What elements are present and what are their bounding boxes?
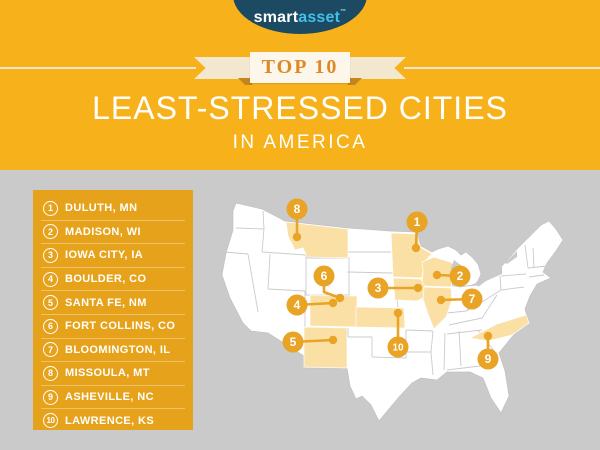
top10-badge: TOP 10: [261, 56, 339, 78]
rank-badge: 1: [43, 200, 58, 216]
list-item: 2 MADISON, WI: [41, 219, 185, 244]
lake-ontario: [505, 251, 517, 264]
city-label: SANTA FE, NM: [65, 296, 147, 309]
list-item: 1 DULUTH, MN: [41, 197, 185, 220]
top10-ribbon: TOP 10: [250, 52, 350, 83]
header-banner: smartasset™ TOP 10 LEAST-STRESSED CITIES…: [0, 0, 600, 170]
ribbon-tail-left: [194, 57, 252, 79]
city-label: BOULDER, CO: [65, 273, 147, 286]
list-item: 5 SANTA FE, NM: [41, 290, 185, 314]
page-subtitle: IN AMERICA: [232, 132, 368, 153]
rank-badge: 8: [43, 365, 58, 381]
list-item: 9 ASHEVILLE, NC: [41, 384, 185, 409]
rank-badge: 9: [43, 389, 58, 405]
state-ia: [392, 277, 426, 302]
list-item: 3 IOWA CITY, IA: [41, 243, 185, 267]
list-item: 6 FORT COLLINS, CO: [41, 313, 185, 338]
city-label: MADISON, WI: [65, 225, 141, 238]
ranked-city-list: 1 DULUTH, MN 2 MADISON, WI 3 IOWA CITY, …: [33, 190, 193, 430]
logo-word-smart: smart: [253, 9, 299, 26]
smartasset-logo-text: smartasset™: [233, 9, 367, 27]
ribbon-fold-right: [348, 78, 362, 85]
city-label: DULUTH, MN: [65, 202, 138, 215]
ribbon-line-right: [404, 67, 600, 69]
trademark-symbol: ™: [340, 9, 347, 15]
city-label: MISSOULA, MT: [65, 367, 150, 380]
rank-badge: 4: [43, 271, 58, 287]
list-item: 4 BOULDER, CO: [41, 266, 185, 291]
smartasset-logo: smartasset™: [233, 0, 367, 34]
rank-badge: 2: [43, 224, 58, 240]
list-item: 8 MISSOULA, MT: [41, 361, 185, 385]
list-item: 7 BLOOMINGTON, IL: [41, 337, 185, 362]
rank-badge: 7: [43, 342, 58, 358]
us-map: [221, 202, 564, 422]
state-nm: [303, 326, 348, 369]
city-label: IOWA CITY, IA: [65, 249, 144, 262]
logo-word-asset: asset: [298, 9, 341, 26]
city-label: LAWRENCE, KS: [65, 414, 155, 427]
rank-badge: 10: [43, 413, 58, 429]
city-label: FORT COLLINS, CO: [65, 320, 176, 333]
rank-badge: 3: [43, 247, 58, 263]
page-title: LEAST-STRESSED CITIES: [92, 90, 508, 126]
rank-badge: 6: [43, 318, 58, 334]
ribbon-line-left: [0, 67, 196, 69]
rank-badge: 5: [43, 295, 58, 311]
lake-erie: [476, 266, 502, 287]
state-co: [309, 294, 358, 328]
list-item: 10 LAWRENCE, KS: [41, 408, 185, 432]
ribbon-tail-right: [348, 57, 406, 79]
state-mt: [285, 221, 349, 259]
city-label: BLOOMINGTON, IL: [65, 343, 171, 356]
city-label: ASHEVILLE, NC: [65, 391, 154, 404]
ribbon-fold-left: [238, 78, 252, 85]
state-ks: [355, 306, 406, 329]
